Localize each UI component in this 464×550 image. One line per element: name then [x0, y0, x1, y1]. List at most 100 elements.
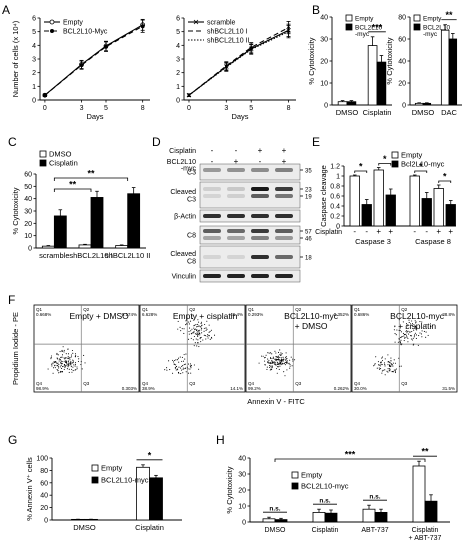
legend-marker [193, 19, 199, 25]
event-dot [390, 362, 392, 365]
event-dot [208, 324, 210, 326]
event-dot [177, 328, 179, 330]
y-tick-label: 6 [176, 16, 180, 23]
event-dot [267, 362, 269, 364]
event-dot [198, 368, 200, 370]
event-dot [384, 364, 386, 366]
event-dot [52, 372, 54, 374]
event-dot [62, 361, 64, 363]
event-dot [410, 335, 413, 337]
y-tick-label: 4 [32, 43, 36, 50]
category-label: DMSO [412, 108, 435, 117]
event-dot [258, 362, 260, 364]
category-label: DAC [441, 108, 457, 117]
bar [78, 244, 92, 249]
event-dot [411, 331, 413, 333]
legend-label-line: BCL2L10-myc [101, 476, 149, 485]
event-dot [196, 333, 198, 335]
event-dot [56, 363, 58, 365]
event-dot [181, 360, 183, 362]
bar [433, 188, 444, 227]
bar [440, 29, 450, 106]
event-dot [201, 328, 203, 330]
event-dot [271, 361, 273, 363]
bar [422, 102, 432, 106]
event-dot [175, 364, 177, 366]
event-dot [63, 351, 65, 353]
bar [127, 193, 141, 249]
marker-label: 18 [305, 256, 312, 262]
series-line-0 [188, 29, 289, 96]
event-dot [396, 329, 398, 331]
quadrant-name: Q4 [142, 381, 149, 386]
event-dot [274, 362, 276, 364]
event-dot [283, 358, 285, 360]
event-dot [61, 367, 63, 369]
significance-label: * [419, 162, 423, 172]
event-dot [205, 329, 207, 332]
blot-band [227, 194, 245, 198]
event-dot [386, 370, 388, 372]
event-dot [408, 333, 410, 335]
event-dot [56, 353, 58, 355]
event-dot [381, 370, 383, 372]
quadrant-name: Q4 [248, 381, 255, 386]
event-dot [194, 342, 196, 344]
event-dot [197, 333, 199, 335]
event-dot [193, 364, 195, 366]
event-dot [276, 361, 278, 363]
event-dot [191, 315, 193, 317]
event-dot [401, 343, 403, 345]
event-dot [270, 352, 272, 354]
panel-letter-f: F [8, 293, 15, 307]
event-dot [80, 363, 82, 366]
event-dot [421, 330, 423, 332]
event-dot [177, 369, 179, 371]
event-dot [394, 370, 396, 372]
flow-plot: Q16.628% Q2 46.4% 38.9%Q4 14.1% Q3 Empty + cis… [139, 304, 246, 393]
category-label: DMSO [336, 108, 359, 117]
event-dot [394, 362, 396, 364]
event-dot [414, 334, 416, 336]
event-dot [268, 359, 270, 361]
y-tick-label: 0 [402, 103, 406, 110]
event-dot [68, 371, 70, 373]
event-dot [404, 337, 406, 339]
event-dot [294, 359, 296, 361]
event-dot [182, 368, 184, 370]
event-dot [192, 332, 194, 334]
chart-G: 0 20 40 60 80 100% Annexin V⁺ cells DMSO Cispla… [25, 450, 182, 532]
event-dot [74, 353, 77, 355]
chart-H: 0 10 20 30 40 % Cytotoxicity DMSO Cisplatin ABT-… [225, 447, 450, 542]
y-tick-label: 10 [320, 81, 328, 88]
legend-label-line: BCL2L10 [355, 25, 382, 32]
event-dot [194, 328, 197, 330]
event-dot [47, 368, 49, 370]
y-tick-label: 0 [324, 103, 328, 110]
event-dot [420, 333, 422, 335]
event-dot [57, 354, 59, 356]
event-dot [190, 367, 192, 369]
event-dot [185, 353, 187, 355]
bar [349, 175, 360, 227]
event-dot [60, 370, 62, 372]
event-dot [414, 325, 416, 327]
chart-A2: 0 1 2 3 4 5 6 0 3 5 8 Days scramble shBCL2L10 I shBCL2… [176, 16, 296, 121]
event-dot [414, 320, 416, 322]
event-dot [59, 371, 61, 373]
event-dot [188, 338, 190, 340]
y-tick-label: 0 [44, 518, 48, 525]
marker-label: 57 [305, 230, 312, 236]
condition-sign: - [211, 146, 214, 155]
condition-label-line: Cisplatin [169, 148, 196, 155]
y-tick-label: 40 [398, 59, 406, 66]
event-dot [280, 352, 282, 354]
marker-label: 23 [305, 188, 312, 194]
x-tick-label: 5 [249, 105, 253, 112]
event-dot [68, 364, 70, 366]
bar [448, 38, 458, 106]
event-dot [393, 359, 395, 361]
event-dot [378, 364, 380, 366]
panel-letter-h: H [216, 433, 225, 447]
event-dot [50, 355, 53, 357]
